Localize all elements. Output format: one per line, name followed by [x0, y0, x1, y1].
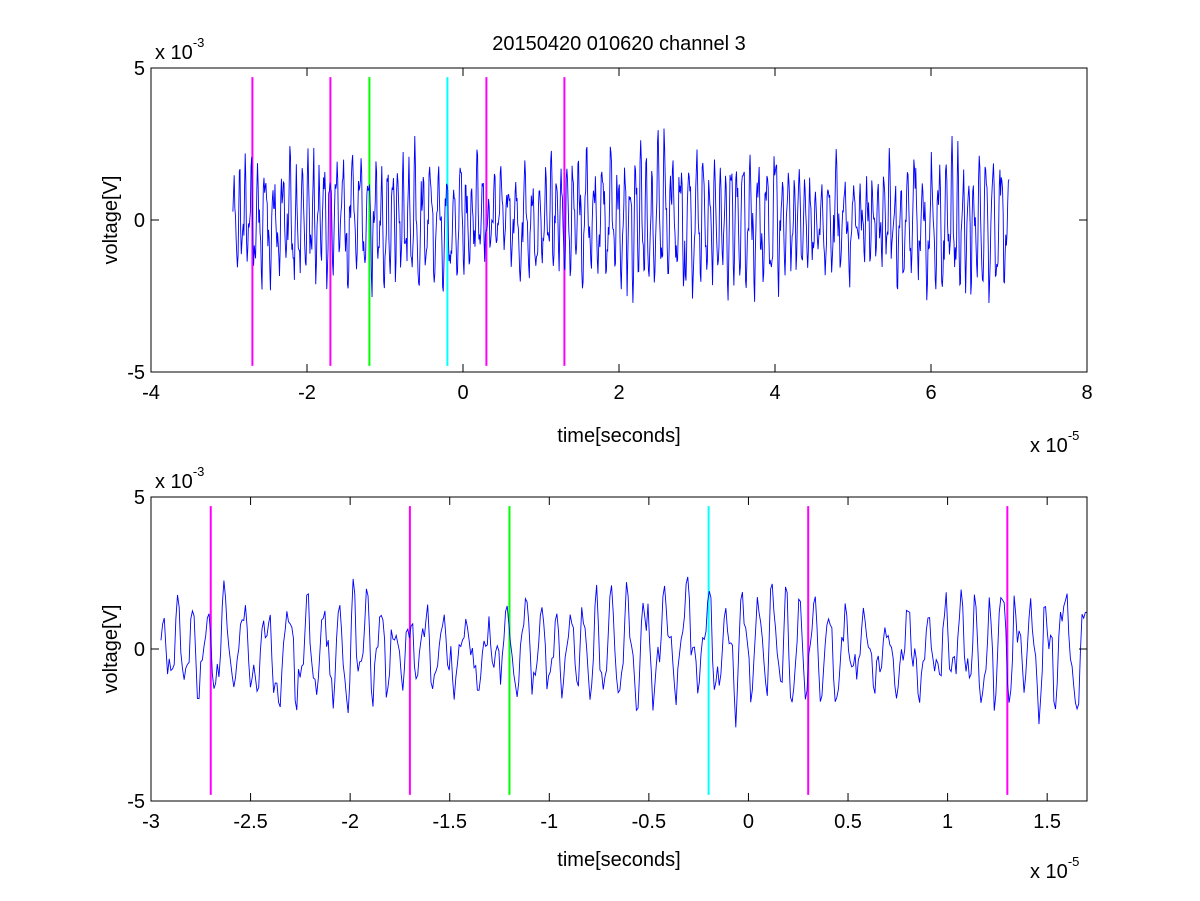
bottom-plot-y-label: voltage[V] [100, 605, 122, 694]
figure-title: 20150420 010620 channel 3 [492, 33, 746, 55]
top-plot-signal [232, 128, 1010, 304]
x-tick-label: 6 [925, 382, 936, 404]
y-tick-label: 5 [134, 487, 145, 509]
bottom-plot-markers [209, 506, 1009, 795]
x-tick-label: 4 [769, 382, 780, 404]
top-plot-x-label: time[seconds] [557, 425, 680, 447]
x-tick-label: -4 [142, 382, 160, 404]
top-plot-x-ticks: -4 -2 0 2 4 6 8 [142, 68, 1093, 404]
y-tick-label: 0 [134, 639, 145, 661]
bottom-plot-signal [160, 576, 1088, 728]
bottom-plot-x-ticks: -3 -2.5 -2 -1.5 -1 -0.5 0 0.5 1 1.5 [142, 497, 1061, 833]
top-plot: -4 -2 0 2 4 6 8 -505 time[seconds] voltage[V] … [100, 35, 1093, 457]
x-tick-label: -2.5 [233, 811, 267, 833]
x-tick-label: -2 [341, 811, 359, 833]
x-tick-label: -0.5 [632, 811, 666, 833]
bottom-plot-y-ticks: -5 0 5 [127, 487, 1087, 813]
x-tick-label: 2 [613, 382, 624, 404]
x-tick-label: 0 [743, 811, 754, 833]
x-tick-label: 8 [1081, 382, 1092, 404]
x-tick-label: -1.5 [432, 811, 466, 833]
x-tick-label: 1.5 [1033, 811, 1061, 833]
x-tick-label: 1 [942, 811, 953, 833]
y-tick-label: 0 [134, 210, 145, 232]
x-tick-label: -2 [298, 382, 316, 404]
y-tick-label: -5 [127, 362, 145, 384]
x-tick-label: 0.5 [834, 811, 862, 833]
bottom-plot-x-label: time[seconds] [557, 849, 680, 871]
x-tick-label: -1 [540, 811, 558, 833]
y-tick-label: 5 [134, 58, 145, 80]
y-tick-label: -5 [127, 791, 145, 813]
top-plot-y-ticks: -5 0 5 [127, 58, 1087, 384]
top-plot-markers [251, 77, 566, 366]
voltage-trace [160, 576, 1088, 728]
voltage-trace [232, 128, 1010, 304]
x-tick-label: -3 [142, 811, 160, 833]
x-tick-label: 0 [457, 382, 468, 404]
top-plot-y-label: voltage[V] [100, 176, 122, 265]
